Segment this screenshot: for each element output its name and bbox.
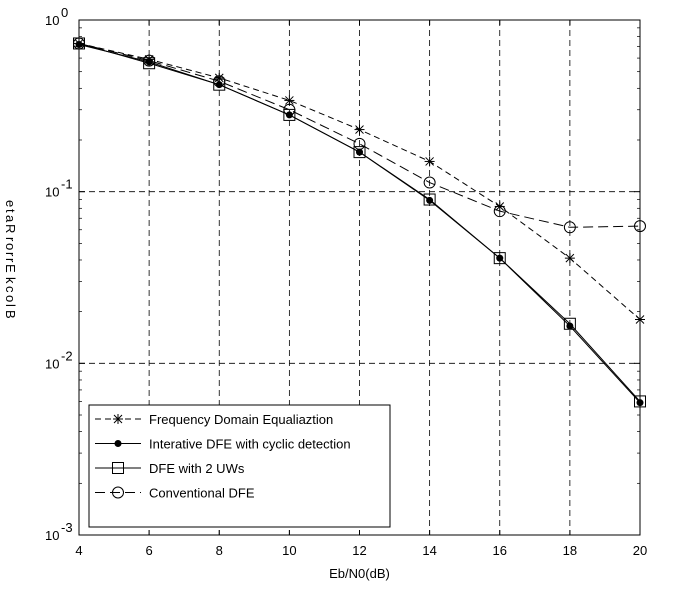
point-square	[213, 78, 226, 91]
point-circle	[493, 205, 506, 218]
y-axis-label-char: t	[3, 209, 18, 213]
y-axis-label-char: o	[3, 295, 18, 302]
y-axis-label-char: c	[3, 286, 18, 293]
point-circle	[634, 220, 646, 233]
x-tick-label: 6	[146, 543, 153, 558]
point-circle	[423, 176, 436, 189]
legend-marker-circle	[112, 486, 124, 499]
legend-marker-star	[113, 414, 123, 424]
y-tick-label: 10	[45, 528, 59, 543]
point-square	[353, 146, 366, 159]
point-square	[634, 395, 646, 408]
x-tick-label: 8	[216, 543, 223, 558]
point-square	[493, 252, 506, 265]
point-circle	[143, 54, 156, 67]
point-circle	[73, 37, 85, 50]
y-axis-label-char: e	[3, 200, 18, 207]
y-axis-label-char: R	[3, 224, 18, 233]
y-tick-label: 10	[45, 185, 59, 200]
legend: Frequency Domain Equaliaztion Interative …	[88, 404, 391, 528]
x-axis-label: Eb/N0(dB)	[329, 566, 390, 581]
y-tick-label: 10	[45, 356, 59, 371]
point-circle	[353, 137, 366, 150]
point-dot	[566, 322, 574, 330]
legend-entry-label: DFE with 2 UWs	[149, 461, 245, 476]
y-tick-label: 10	[45, 13, 59, 28]
y-axis-label-char: k	[3, 277, 18, 284]
point-square	[283, 108, 296, 121]
point-dot	[636, 399, 644, 407]
series-layer	[73, 37, 646, 408]
legend-box	[88, 404, 391, 528]
legend-marker-square	[112, 462, 124, 474]
x-tick-label: 16	[493, 543, 507, 558]
point-star	[635, 314, 645, 325]
y-axis-label-char: r	[3, 252, 18, 257]
y-tick-exponent: 0	[61, 5, 68, 20]
x-tick-label: 10	[282, 543, 296, 558]
y-axis-label-char: E	[3, 264, 18, 273]
point-circle	[213, 75, 226, 88]
point-star	[354, 124, 365, 135]
y-tick-exponent: -1	[61, 177, 73, 192]
x-tick-label: 14	[422, 543, 436, 558]
legend-entry-label: Frequency Domain Equaliaztion	[149, 412, 333, 427]
grid	[79, 20, 640, 535]
y-tick-exponent: -3	[61, 520, 73, 535]
series-line-square	[78, 42, 641, 402]
y-axis-label-char: B	[3, 310, 18, 319]
x-tick-label: 18	[563, 543, 577, 558]
y-axis-label-char: o	[3, 243, 18, 250]
y-axis-label-char: l	[3, 304, 18, 307]
legend-entry-label: Conventional DFE	[149, 486, 255, 501]
point-dot	[75, 40, 83, 48]
x-tick-label: 4	[75, 543, 82, 558]
y-axis-label-char: r	[3, 258, 18, 263]
point-square	[143, 57, 156, 70]
y-axis-label-char: a	[3, 215, 18, 223]
x-tick-label: 12	[352, 543, 366, 558]
legend-marker-dot	[114, 440, 122, 447]
y-tick-exponent: -2	[61, 348, 73, 363]
point-circle	[283, 103, 296, 116]
point-star	[424, 156, 435, 167]
legend-entry-label: Interative DFE with cyclic detection	[149, 437, 351, 452]
point-star	[564, 253, 575, 264]
point-square	[563, 317, 576, 330]
series-line-circle	[78, 42, 641, 228]
point-circle	[563, 221, 576, 234]
y-axis-label-char: r	[3, 237, 18, 242]
point-square	[423, 193, 436, 206]
x-tick-label: 20	[633, 543, 647, 558]
